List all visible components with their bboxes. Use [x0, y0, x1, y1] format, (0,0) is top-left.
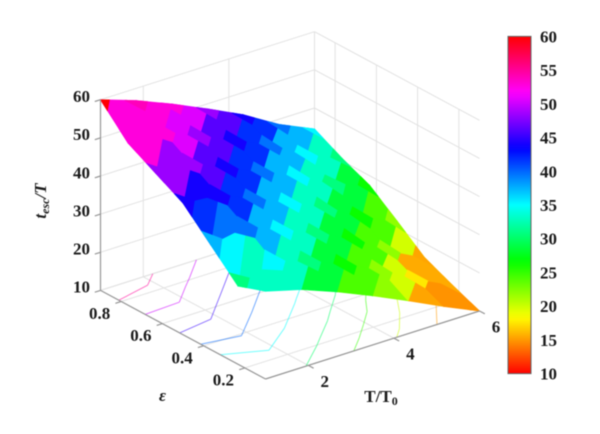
svg-text:30: 30	[540, 230, 557, 249]
svg-text:60: 60	[540, 27, 557, 46]
svg-text:2: 2	[321, 372, 330, 391]
svg-text:25: 25	[540, 263, 557, 282]
svg-text:ε: ε	[159, 386, 166, 405]
svg-text:0.8: 0.8	[89, 304, 110, 323]
svg-text:4: 4	[406, 345, 415, 364]
svg-text:40: 40	[540, 162, 557, 181]
svg-text:0.6: 0.6	[130, 326, 151, 345]
svg-text:6: 6	[492, 318, 501, 337]
svg-text:60: 60	[73, 87, 90, 106]
svg-text:10: 10	[73, 278, 90, 297]
svg-text:35: 35	[540, 196, 557, 215]
svg-text:30: 30	[73, 201, 90, 220]
svg-text:0.2: 0.2	[213, 370, 234, 389]
svg-text:15: 15	[540, 331, 557, 350]
svg-text:45: 45	[540, 129, 557, 148]
svg-text:20: 20	[540, 297, 557, 316]
svg-text:40: 40	[73, 163, 90, 182]
svg-text:55: 55	[540, 61, 557, 80]
svg-text:0.4: 0.4	[171, 348, 193, 367]
svg-text:50: 50	[540, 95, 557, 114]
svg-text:50: 50	[73, 125, 90, 144]
svg-text:10: 10	[540, 365, 557, 384]
svg-text:20: 20	[73, 240, 90, 259]
